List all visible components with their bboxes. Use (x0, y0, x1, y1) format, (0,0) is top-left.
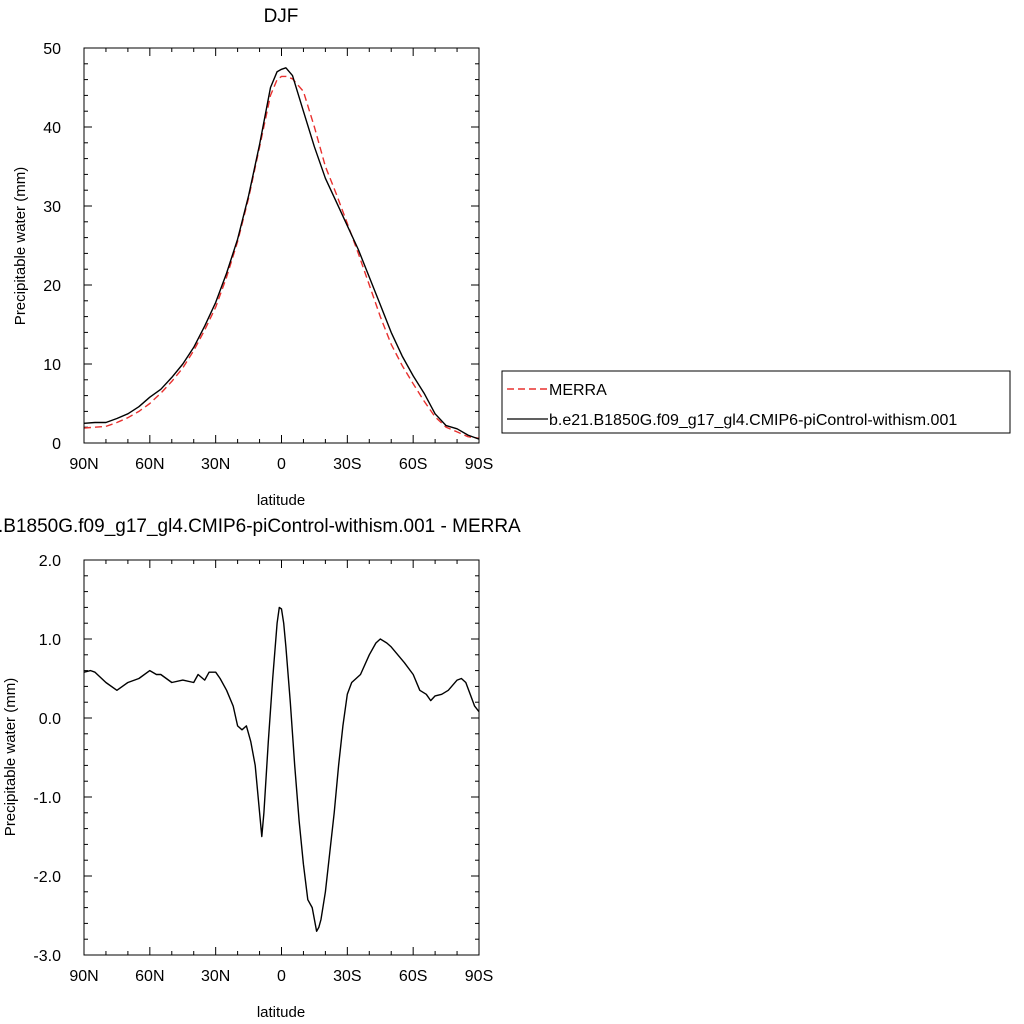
y-tick-label: 20 (43, 278, 61, 295)
difference-panel: .B1850G.f09_g17_gl4.CMIP6-piControl-with… (0, 516, 521, 1021)
axis-ticks (83, 47, 480, 444)
series-lines (83, 67, 480, 440)
y-tick-label: 0 (52, 436, 61, 453)
legend-label-merra: MERRA (549, 382, 607, 399)
series-line-difference (83, 606, 480, 932)
panel-title-difference: .B1850G.f09_g17_gl4.CMIP6-piControl-with… (0, 516, 521, 537)
x-tick-label: 60N (135, 968, 164, 985)
x-tick-label: 90S (465, 968, 493, 985)
x-tick-label: 30N (201, 968, 230, 985)
plot-frame (83, 47, 480, 444)
x-tick-label: 60S (399, 968, 427, 985)
x-axis-label: latitude (257, 492, 305, 509)
x-tick-labels: 90N 60N 30N 0 30S 60S 90S (69, 456, 493, 473)
y-tick-label: 10 (43, 357, 61, 374)
x-tick-label: 30S (333, 456, 361, 473)
series-lines (83, 606, 480, 932)
legend-box (501, 370, 1011, 434)
x-tick-label: 90N (69, 968, 98, 985)
y-tick-label: 50 (43, 41, 61, 58)
y-tick-label: -2.0 (33, 869, 61, 886)
legend: MERRA b.e21.B1850G.f09_g17_gl4.CMIP6-piC… (501, 370, 1011, 434)
y-axis-label: Precipitable water (mm) (12, 167, 29, 325)
climatology-panel: DJF 90N 60N 30N 0 30S 60S 90S 0 10 20 30 40 50 lati… (12, 6, 493, 509)
y-tick-label: -3.0 (33, 948, 61, 965)
x-tick-label: 30N (201, 456, 230, 473)
legend-label-model: b.e21.B1850G.f09_g17_gl4.CMIP6-piControl… (549, 412, 957, 429)
plot-frame (83, 559, 480, 956)
x-tick-labels: 90N 60N 30N 0 30S 60S 90S (69, 968, 493, 985)
x-tick-label: 90N (69, 456, 98, 473)
axis-ticks (83, 559, 480, 956)
y-tick-labels: 2.0 1.0 0.0 -1.0 -2.0 -3.0 (33, 553, 61, 965)
y-tick-label: -1.0 (33, 790, 61, 807)
panel-title-djf: DJF (264, 6, 299, 27)
x-tick-label: 60N (135, 456, 164, 473)
series-line-model (83, 67, 480, 440)
x-tick-label: 90S (465, 456, 493, 473)
y-tick-labels: 0 10 20 30 40 50 (43, 41, 61, 453)
y-axis-label: Precipitable water (mm) (2, 678, 19, 836)
y-tick-label: 30 (43, 199, 61, 216)
series-line-merra (83, 75, 480, 439)
y-tick-label: 40 (43, 120, 61, 137)
x-tick-label: 0 (277, 456, 286, 473)
x-tick-label: 0 (277, 968, 286, 985)
x-tick-label: 60S (399, 456, 427, 473)
x-axis-label: latitude (257, 1004, 305, 1021)
y-tick-label: 0.0 (39, 711, 61, 728)
y-tick-label: 2.0 (39, 553, 61, 570)
y-tick-label: 1.0 (39, 632, 61, 649)
x-tick-label: 30S (333, 968, 361, 985)
